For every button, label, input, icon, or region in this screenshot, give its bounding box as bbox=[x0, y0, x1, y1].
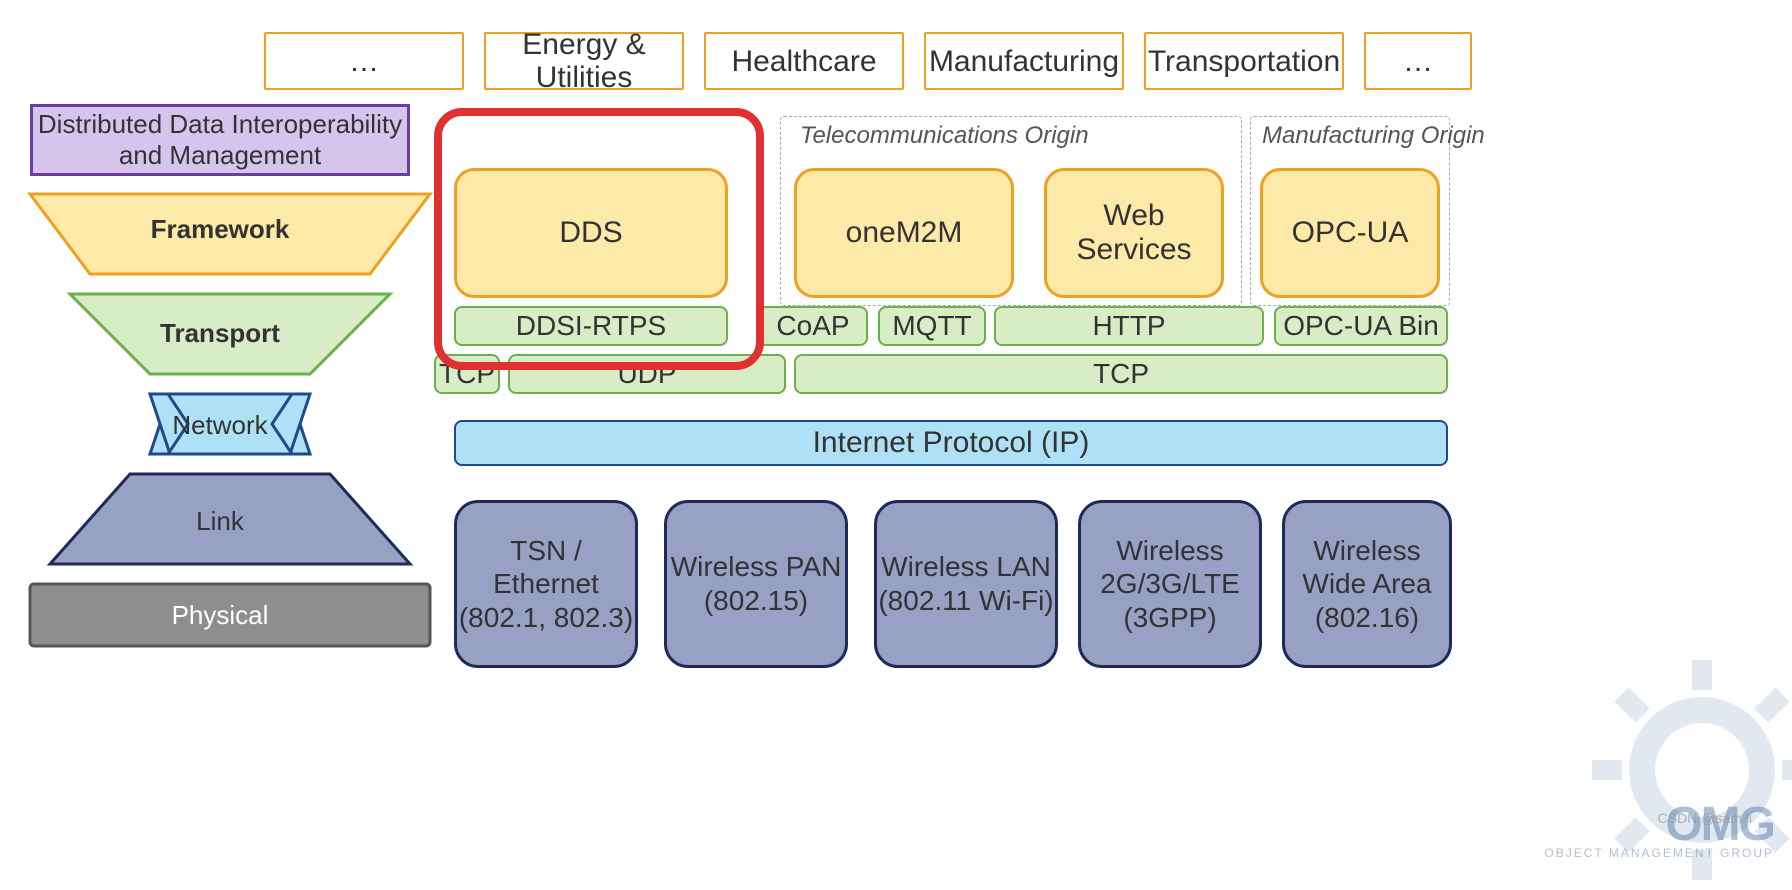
origin-label: Manufacturing Origin bbox=[1262, 122, 1485, 150]
layer-label-link: Link bbox=[120, 506, 320, 537]
origin-label: Telecommunications Origin bbox=[800, 122, 1089, 150]
layer-label-transport: Transport bbox=[120, 318, 320, 349]
framework-opcua: OPC-UA bbox=[1260, 168, 1440, 298]
layer-label-physical: Physical bbox=[120, 600, 320, 631]
framework-webservices: Web Services bbox=[1044, 168, 1224, 298]
framework-onem2m: oneM2M bbox=[794, 168, 1014, 298]
industry-box: Manufacturing bbox=[924, 32, 1124, 90]
industry-box: Energy & Utilities bbox=[484, 32, 684, 90]
transport-tcp-2: TCP bbox=[794, 354, 1448, 394]
layer-label-framework: Framework bbox=[120, 214, 320, 245]
link-cellular: Wireless 2G/3G/LTE (3GPP) bbox=[1078, 500, 1262, 668]
transport-coap: CoAP bbox=[758, 306, 868, 346]
network-ip: Internet Protocol (IP) bbox=[454, 420, 1448, 466]
left-stack-funnel bbox=[10, 186, 440, 746]
transport-mqtt: MQTT bbox=[878, 306, 986, 346]
industry-box: Transportation bbox=[1144, 32, 1344, 90]
industry-box: Healthcare bbox=[704, 32, 904, 90]
link-wlan: Wireless LAN (802.11 Wi-Fi) bbox=[874, 500, 1058, 668]
link-wpan: Wireless PAN (802.15) bbox=[664, 500, 848, 668]
highlight-dds bbox=[434, 108, 764, 370]
industry-box: … bbox=[1364, 32, 1472, 90]
transport-opcua-bin: OPC-UA Bin bbox=[1274, 306, 1448, 346]
industry-box: … bbox=[264, 32, 464, 90]
link-wwan: Wireless Wide Area (802.16) bbox=[1282, 500, 1452, 668]
omg-tagline: OBJECT MANAGEMENT GROUP bbox=[1544, 846, 1774, 860]
transport-http: HTTP bbox=[994, 306, 1264, 346]
csdn-watermark: CSDN @sam.li bbox=[1658, 810, 1752, 826]
layer-distributed-data: Distributed Data Interoperability and Ma… bbox=[30, 104, 410, 176]
link-tsn-ethernet: TSN / Ethernet (802.1, 802.3) bbox=[454, 500, 638, 668]
layer-label-network: Network bbox=[120, 410, 320, 441]
